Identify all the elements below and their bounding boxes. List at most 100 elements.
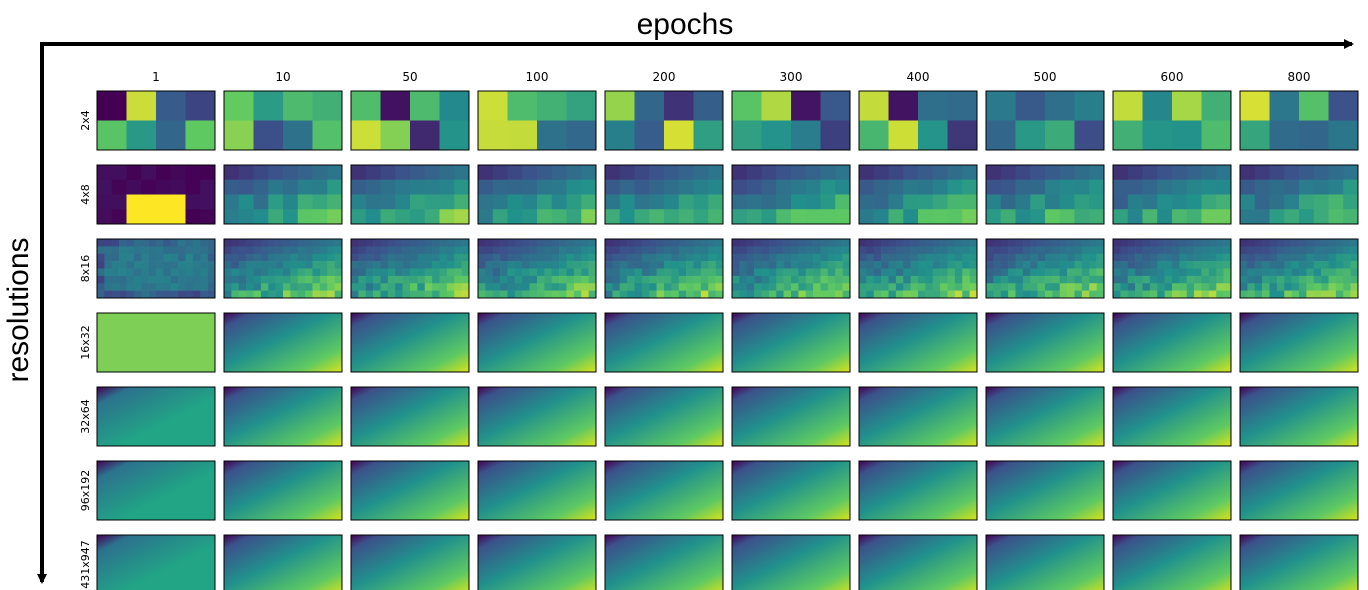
heatmap-cell — [1143, 283, 1151, 291]
heatmap-cell — [261, 254, 269, 262]
heatmap-panel — [1113, 535, 1231, 590]
heatmap-cell — [276, 246, 284, 254]
heatmap-cell — [112, 165, 127, 180]
heatmap-cell — [1216, 195, 1231, 210]
heatmap-cell — [567, 291, 575, 299]
heatmap-cell — [1255, 209, 1270, 224]
heatmap-cell — [1150, 283, 1158, 291]
heatmap-cell — [283, 283, 291, 291]
heatmap-cell — [821, 180, 836, 195]
heatmap-cell — [701, 239, 709, 247]
heatmap-cell — [1143, 195, 1158, 210]
heatmap-cell — [747, 165, 762, 180]
heatmap-cell — [881, 246, 889, 254]
heatmap-cell — [425, 165, 440, 180]
heatmap-cell — [1113, 246, 1121, 254]
heatmap-cell — [776, 195, 791, 210]
heatmap-cell — [485, 291, 493, 299]
heatmap-cell — [1299, 254, 1307, 262]
heatmap-cell — [231, 283, 239, 291]
heatmap-panel — [986, 165, 1104, 224]
heatmap-panel — [224, 91, 342, 150]
heatmap-cell — [1277, 239, 1285, 247]
heatmap-cell — [268, 283, 276, 291]
heatmap-cell — [866, 239, 874, 247]
heatmap-cell — [635, 239, 643, 247]
heatmap-cell — [1321, 246, 1329, 254]
heatmap-cell — [649, 209, 664, 224]
heatmap-cell — [1060, 276, 1068, 284]
row-label: 8x16 — [79, 255, 92, 283]
heatmap-cell — [388, 254, 396, 262]
heatmap-cell — [366, 165, 381, 180]
heatmap-cell — [925, 246, 933, 254]
heatmap-cell — [298, 276, 306, 284]
heatmap-panel — [478, 387, 596, 446]
heatmap-cell — [762, 246, 770, 254]
heatmap-cell — [918, 291, 926, 299]
heatmap-cell — [962, 195, 977, 210]
heatmap-fill — [1113, 313, 1231, 372]
heatmap-cell — [694, 239, 702, 247]
heatmap-cell — [1284, 276, 1292, 284]
heatmap-cell — [1202, 209, 1217, 224]
heatmap-cell — [581, 291, 589, 299]
heatmap-cell — [320, 246, 328, 254]
heatmap-cell — [1045, 269, 1053, 277]
heatmap-cell — [874, 261, 882, 269]
heatmap-cell — [403, 276, 411, 284]
heatmap-cell — [425, 209, 440, 224]
heatmap-cell — [1172, 269, 1180, 277]
heatmap-cell — [290, 269, 298, 277]
heatmap-panel — [986, 91, 1104, 150]
heatmap-cell — [425, 276, 433, 284]
heatmap-cell — [843, 254, 851, 262]
heatmap-cell — [127, 121, 157, 151]
heatmap-cell — [1067, 283, 1075, 291]
heatmap-cell — [231, 291, 239, 299]
heatmap-cell — [747, 209, 762, 224]
heatmap-cell — [1128, 269, 1136, 277]
heatmap-cell — [1016, 239, 1024, 247]
heatmap-cell — [1187, 283, 1195, 291]
heatmap-cell — [754, 246, 762, 254]
heatmap-cell — [776, 276, 784, 284]
heatmap-cell — [1336, 291, 1344, 299]
heatmap-cell — [627, 269, 635, 277]
heatmap-cell — [1329, 261, 1337, 269]
heatmap-cell — [716, 261, 724, 269]
heatmap-cell — [127, 246, 135, 254]
heatmap-cell — [1075, 283, 1083, 291]
heatmap-cell — [1075, 291, 1083, 299]
heatmap-cell — [500, 269, 508, 277]
heatmap-panel — [986, 239, 1104, 298]
heatmap-cell — [1292, 291, 1300, 299]
heatmap-cell — [178, 254, 186, 262]
heatmap-cell — [500, 254, 508, 262]
heatmap-cell — [231, 246, 239, 254]
heatmap-cell — [163, 291, 171, 299]
heatmap-cell — [200, 246, 208, 254]
heatmap-cell — [940, 276, 948, 284]
heatmap-cell — [200, 283, 208, 291]
heatmap-cell — [679, 261, 687, 269]
heatmap-cell — [694, 246, 702, 254]
heatmap-cell — [1314, 283, 1322, 291]
heatmap-cell — [544, 239, 552, 247]
heatmap-cell — [335, 239, 343, 247]
heatmap-cell — [1270, 209, 1285, 224]
heatmap-cell — [508, 121, 538, 151]
heatmap-cell — [156, 283, 164, 291]
heatmap-cell — [567, 180, 582, 195]
heatmap-cell — [156, 121, 186, 151]
heatmap-cell — [791, 239, 799, 247]
heatmap-cell — [903, 276, 911, 284]
heatmap-cell — [1045, 165, 1060, 180]
heatmap-cell — [694, 254, 702, 262]
heatmap-cell — [1120, 246, 1128, 254]
heatmap-cell — [1030, 209, 1045, 224]
heatmap-cell — [620, 254, 628, 262]
heatmap-cell — [313, 261, 321, 269]
heatmap-cell — [1030, 276, 1038, 284]
heatmap-cell — [889, 121, 919, 151]
